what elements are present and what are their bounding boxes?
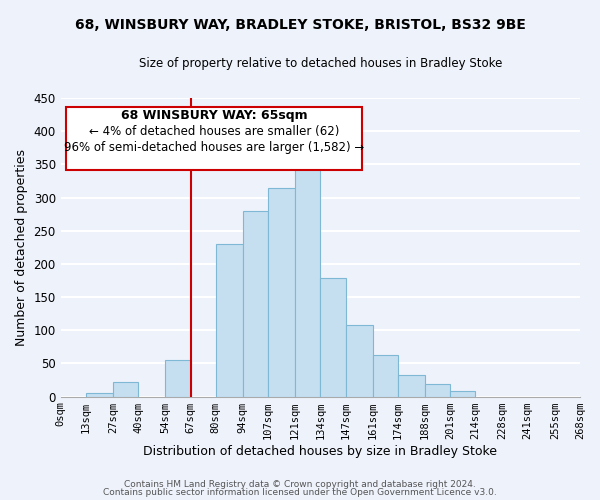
Bar <box>373 355 398 397</box>
Bar <box>320 278 346 396</box>
Text: ← 4% of detached houses are smaller (62): ← 4% of detached houses are smaller (62) <box>89 125 339 138</box>
Bar <box>450 392 475 396</box>
Text: Contains public sector information licensed under the Open Government Licence v3: Contains public sector information licen… <box>103 488 497 497</box>
Bar <box>398 374 425 396</box>
Bar <box>295 168 320 396</box>
Bar <box>425 384 450 396</box>
Bar <box>113 382 138 396</box>
Bar <box>86 392 113 396</box>
Text: 68, WINSBURY WAY, BRADLEY STOKE, BRISTOL, BS32 9BE: 68, WINSBURY WAY, BRADLEY STOKE, BRISTOL… <box>74 18 526 32</box>
Text: 96% of semi-detached houses are larger (1,582) →: 96% of semi-detached houses are larger (… <box>64 142 364 154</box>
Bar <box>268 188 295 396</box>
Text: 68 WINSBURY WAY: 65sqm: 68 WINSBURY WAY: 65sqm <box>121 108 307 122</box>
FancyBboxPatch shape <box>66 107 362 170</box>
Text: Contains HM Land Registry data © Crown copyright and database right 2024.: Contains HM Land Registry data © Crown c… <box>124 480 476 489</box>
Y-axis label: Number of detached properties: Number of detached properties <box>15 149 28 346</box>
Bar <box>166 360 191 397</box>
X-axis label: Distribution of detached houses by size in Bradley Stoke: Distribution of detached houses by size … <box>143 444 497 458</box>
Title: Size of property relative to detached houses in Bradley Stoke: Size of property relative to detached ho… <box>139 58 502 70</box>
Bar <box>346 325 373 396</box>
Bar <box>215 244 243 396</box>
Bar <box>243 211 268 396</box>
